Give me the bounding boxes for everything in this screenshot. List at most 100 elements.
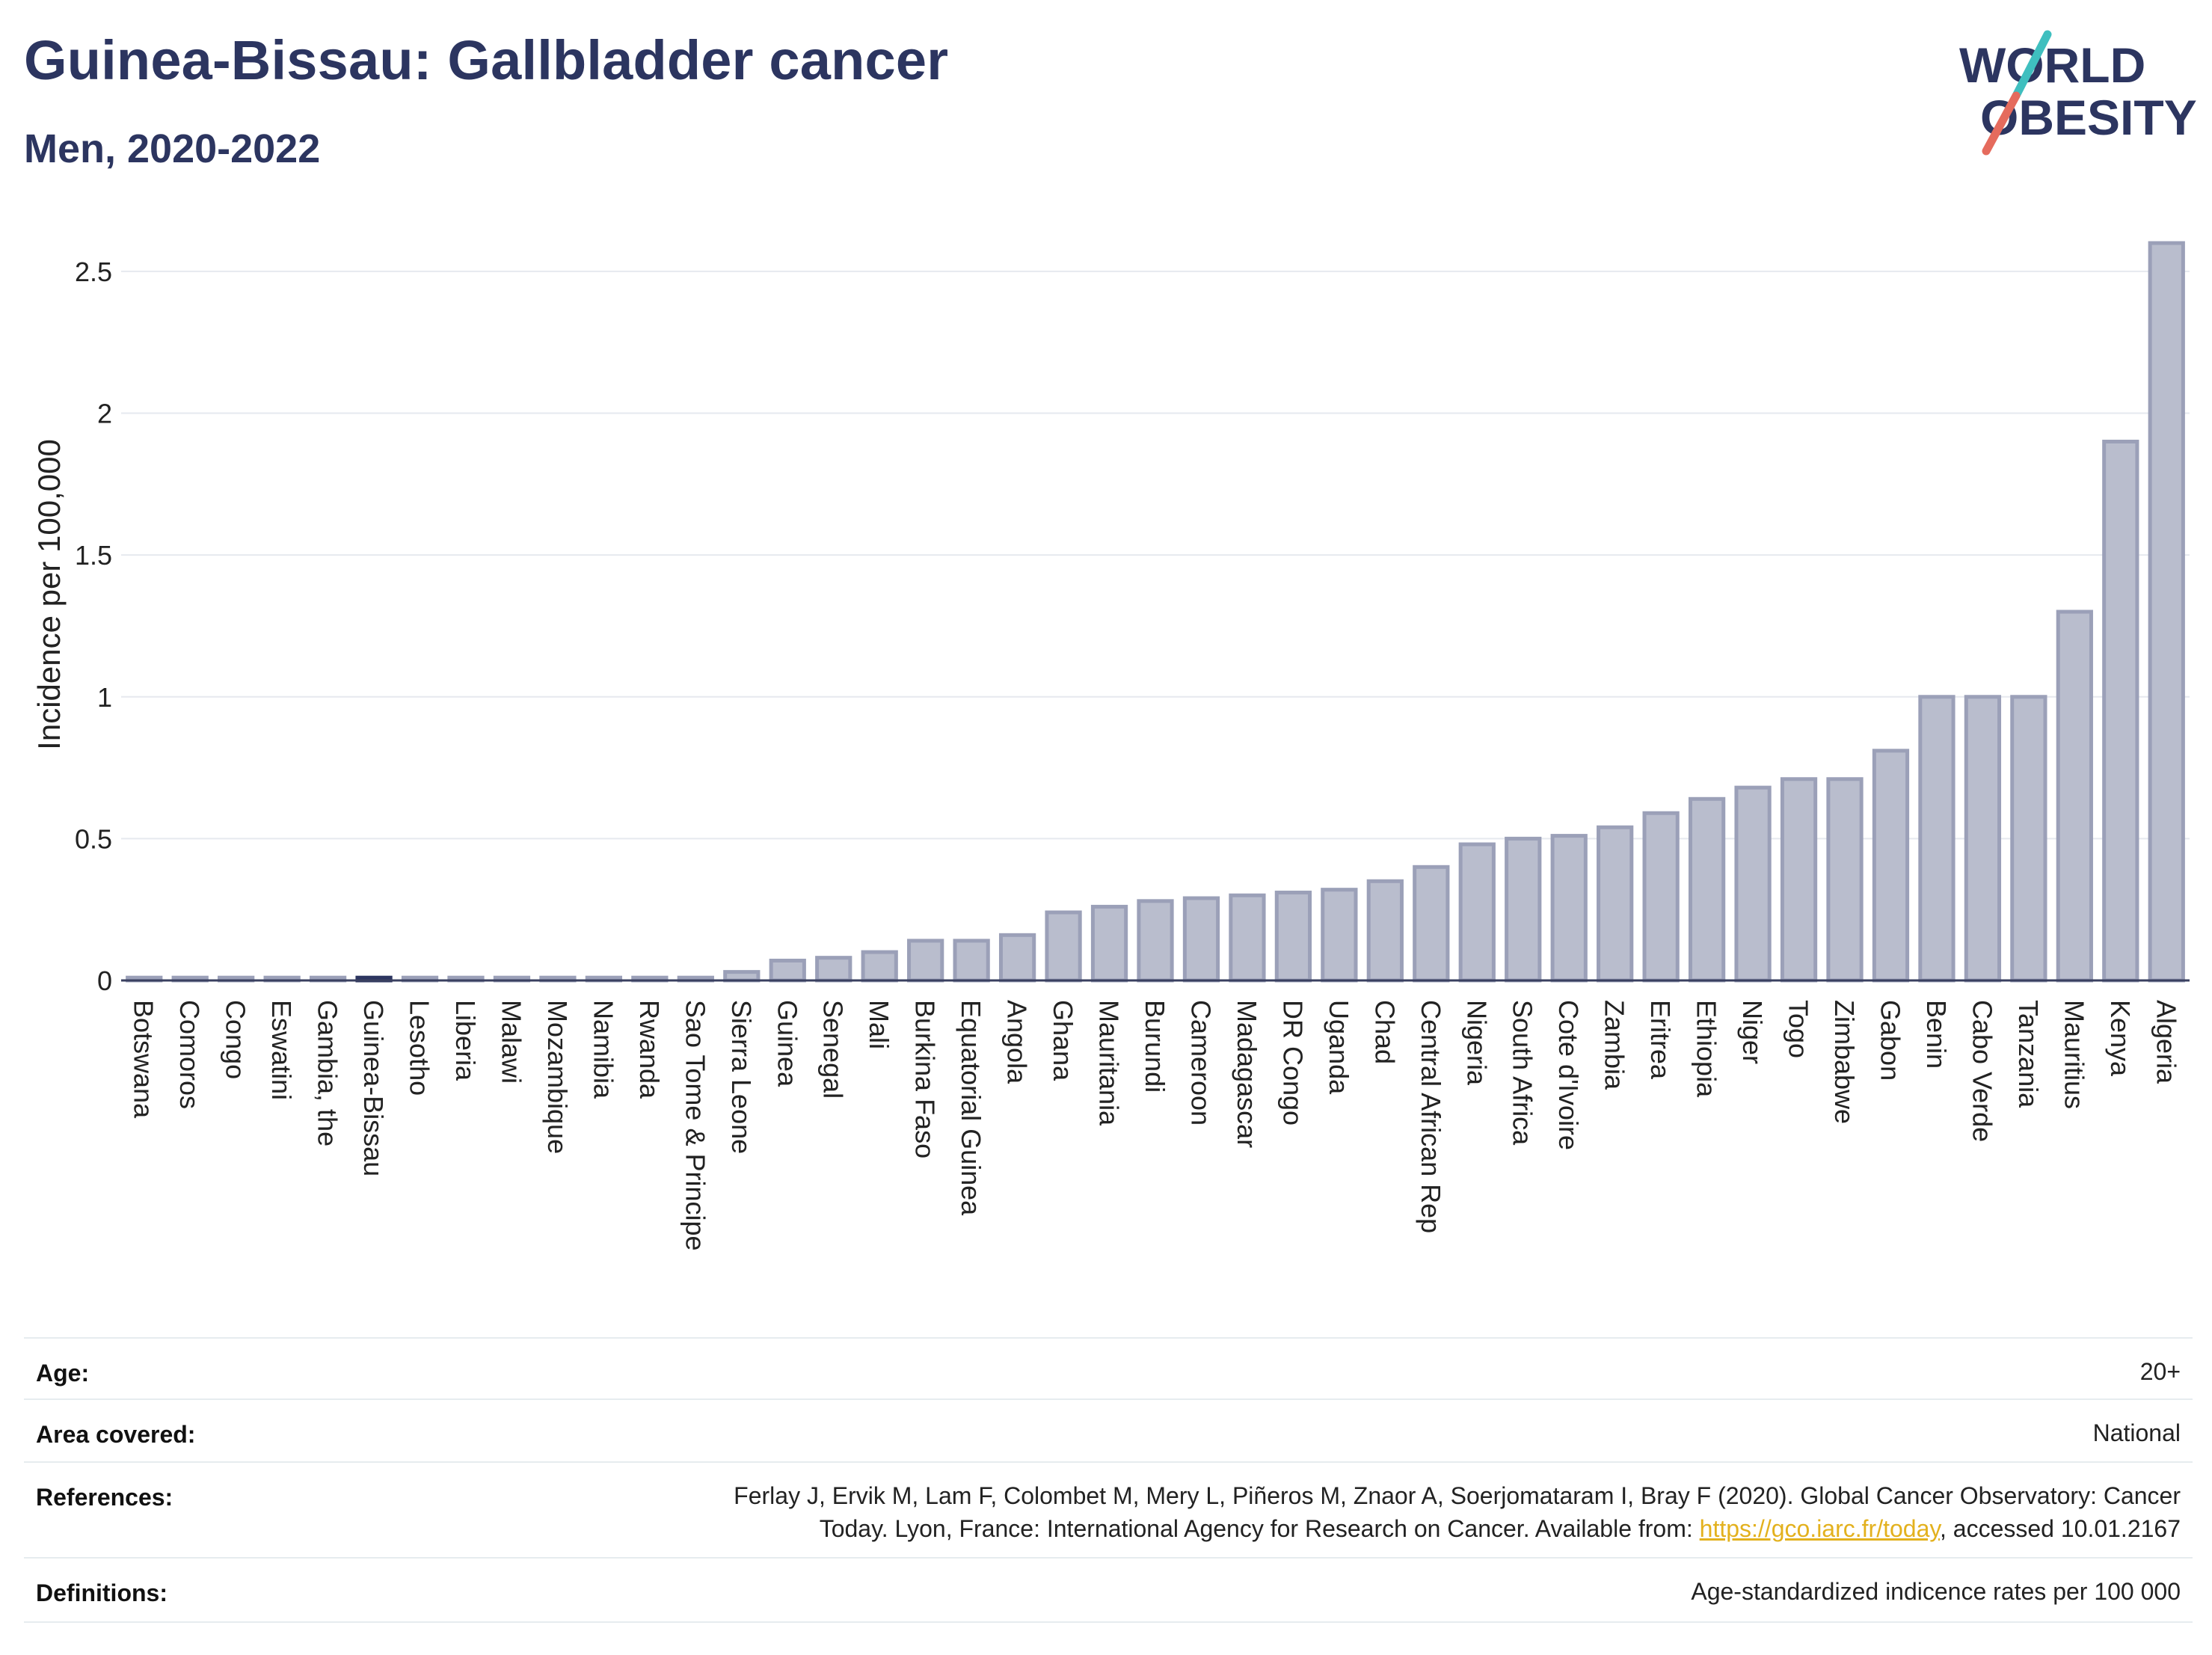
bar-mali <box>861 950 898 983</box>
bar-chart: 0 0.5 1 1.5 2 2.5 Botswana Comoros Congo Eswatin… <box>31 241 2190 1251</box>
x-tick-label: Guinea <box>772 1000 802 1087</box>
bar-south-africa <box>1505 836 1542 983</box>
meta-value: National <box>2092 1419 2181 1446</box>
meta-row: Age: 20+ <box>24 1337 2193 1398</box>
meta-value: Age-standardized indicence rates per 100… <box>1691 1578 2181 1605</box>
x-tick-label: Sao Tome & Principe <box>680 1000 710 1251</box>
bar-kenya <box>2102 439 2139 983</box>
meta-row: References: Ferlay J, Ervik M, Lam F, Col… <box>24 1461 2193 1557</box>
bar-uganda <box>1321 888 1358 983</box>
x-tick-label: Comoros <box>174 1000 205 1109</box>
chart-title: Guinea-Bissau: Gallbladder cancer <box>24 29 949 91</box>
bar-dr-congo <box>1274 890 1312 983</box>
metadata-table: Age: 20+ Area covered: National References: F… <box>24 1337 2193 1623</box>
y-tick-label: 0 <box>97 965 112 996</box>
reference-line-1: Ferlay J, Ervik M, Lam F, Colombet M, Me… <box>734 1482 2181 1509</box>
bar-algeria <box>2148 241 2185 983</box>
bar-mauritius <box>2056 610 2093 983</box>
x-tick-label: Angola <box>1002 1000 1033 1084</box>
bar-cameroon <box>1182 896 1220 983</box>
bar-nigeria <box>1458 842 1496 983</box>
x-tick-label: Zambia <box>1600 1000 1630 1090</box>
logo-slash-coral <box>1982 91 2021 156</box>
x-tick-label: Madagascar <box>1232 1000 1262 1148</box>
x-tick-label: DR Congo <box>1277 1000 1308 1126</box>
x-tick-label: Guinea-Bissau <box>358 1000 389 1176</box>
y-tick-label: 2.5 <box>75 257 112 287</box>
bar-benin <box>1918 695 1956 983</box>
x-tick-label: Botswana <box>129 1000 159 1119</box>
y-axis-title: Incidence per 100,000 <box>31 439 67 750</box>
x-tick-label: Rwanda <box>634 1000 665 1099</box>
bar-cote-d-ivoire <box>1550 834 1588 983</box>
bar-gabon <box>1872 749 1910 983</box>
x-tick-label: South Africa <box>1508 1000 1538 1146</box>
x-tick-label: Kenya <box>2105 1000 2136 1077</box>
bar-tanzania <box>2010 695 2047 983</box>
bar-equatorial-guinea <box>953 939 990 983</box>
bar-cabo-verde <box>1964 695 2002 983</box>
x-tick-label: Mauritania <box>1094 1000 1125 1126</box>
meta-bottom-border <box>24 1621 2193 1623</box>
x-tick-labels: Botswana Comoros Congo Eswatini Gambia, the G… <box>129 1000 2182 1251</box>
bar-burkina-faso <box>907 939 944 983</box>
x-tick-label: Cabo Verde <box>1967 1000 1997 1142</box>
bar-mauritania <box>1090 904 1128 983</box>
bar-ghana <box>1045 910 1082 983</box>
bar-niger <box>1734 785 1772 983</box>
bar-togo <box>1780 777 1818 983</box>
x-tick-label: Central African Rep <box>1416 1000 1446 1233</box>
x-tick-label: Sierra Leone <box>726 1000 757 1154</box>
y-tick-label: 1.5 <box>75 540 112 571</box>
x-tick-label: Mauritius <box>2059 1000 2089 1109</box>
x-tick-label: Zimbabwe <box>1829 1000 1860 1124</box>
bar-burundi <box>1137 899 1174 983</box>
bar-zambia <box>1597 825 1634 983</box>
x-tick-label: Malawi <box>496 1000 526 1084</box>
logo-text-top: WORLD <box>1959 37 2145 93</box>
x-tick-label: Gambia, the <box>313 1000 343 1146</box>
x-tick-label: Uganda <box>1324 1000 1354 1095</box>
x-tick-label: Burundi <box>1140 1000 1170 1093</box>
meta-row: Definitions: Age-standardized indicence r… <box>24 1557 2193 1621</box>
x-tick-label: Namibia <box>588 1000 618 1099</box>
y-tick-labels: 0 0.5 1 1.5 2 2.5 <box>75 257 112 996</box>
meta-value: Ferlay J, Ervik M, Lam F, Colombet M, Me… <box>734 1479 2181 1545</box>
bar-eritrea <box>1642 811 1680 983</box>
meta-key: Area covered: <box>36 1421 196 1448</box>
meta-key: References: <box>36 1484 173 1511</box>
y-tick-label: 0.5 <box>75 823 112 854</box>
x-tick-label: Ghana <box>1048 1000 1078 1081</box>
x-tick-label: Mozambique <box>542 1000 573 1154</box>
reference-link[interactable]: https://gco.iarc.fr/today <box>1699 1515 1940 1542</box>
reference-line-2: Today. Lyon, France: International Agenc… <box>819 1515 2181 1542</box>
meta-key: Definitions: <box>36 1579 168 1606</box>
bar-guinea <box>769 958 806 983</box>
world-obesity-logo: WORLD OBESITY <box>1959 30 2197 156</box>
x-tick-label: Nigeria <box>1461 1000 1492 1086</box>
x-tick-label: Niger <box>1737 1000 1768 1064</box>
x-tick-label: Togo <box>1784 1000 1814 1058</box>
bar-central-african-rep <box>1413 865 1450 983</box>
x-tick-label: Gabon <box>1875 1000 1905 1081</box>
bar-chad <box>1366 879 1404 983</box>
x-tick-label: Benin <box>1921 1000 1952 1069</box>
x-tick-label: Liberia <box>450 1000 481 1081</box>
x-tick-label: Chad <box>1369 1000 1400 1064</box>
x-tick-label: Tanzania <box>2013 1000 2044 1108</box>
y-tick-label: 2 <box>97 399 112 429</box>
x-tick-label: Equatorial Guinea <box>956 1000 986 1216</box>
x-tick-label: Eswatini <box>266 1000 297 1100</box>
chart-subtitle: Men, 2020-2022 <box>24 126 321 171</box>
x-tick-label: Ethiopia <box>1692 1000 1722 1098</box>
x-tick-label: Lesotho <box>405 1000 435 1096</box>
bar-senegal <box>815 956 852 983</box>
x-tick-label: Senegal <box>818 1000 849 1099</box>
x-tick-label: Eritrea <box>1645 1000 1676 1080</box>
bar-zimbabwe <box>1826 777 1864 983</box>
logo-slash-teal <box>2012 30 2052 100</box>
meta-value: 20+ <box>2139 1358 2181 1385</box>
x-tick-label: Burkina Faso <box>910 1000 941 1158</box>
meta-key: Age: <box>36 1360 90 1387</box>
bar-sierra-leone <box>723 970 761 983</box>
